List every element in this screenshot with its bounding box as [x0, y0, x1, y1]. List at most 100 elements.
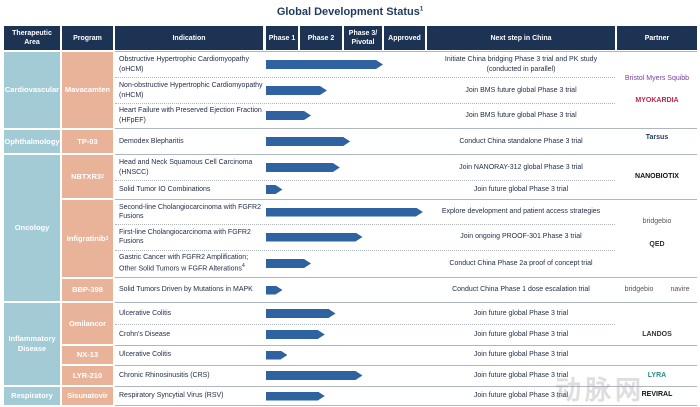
program-cell: TP-03 [62, 130, 113, 153]
therapeutic-area: Inflammatory Disease [4, 303, 60, 385]
pipeline-row: Obstructive Hypertrophic Cardiomyopathy … [115, 52, 615, 77]
column-header: Therapeutic Area [4, 26, 60, 50]
column-header: Partner [617, 26, 697, 50]
progress-bar [266, 392, 325, 401]
partner-logo: bridgebio [642, 218, 672, 225]
next-step: Join future global Phase 3 trial [473, 185, 569, 193]
column-header: Approved [384, 26, 425, 50]
pipeline-row: First-line Cholangiocarcinoma with FGFR2… [115, 224, 615, 250]
program-name: BBP-398 [72, 285, 103, 294]
partner-logo: bridgebio [624, 286, 654, 293]
next-step: Join BMS future global Phase 3 trial [465, 111, 577, 119]
pipeline-row: Second-line Cholangiocarcinoma with FGFR… [115, 200, 615, 224]
progress-bar [266, 60, 383, 69]
partner-logo: REVIRAL [641, 391, 673, 398]
program-name: Omilancor [68, 318, 107, 328]
program-cell: Mavacamten [62, 52, 113, 128]
progress-bar [266, 208, 423, 217]
indication: Respiratory Syncytial Virus (RSV) [119, 392, 224, 400]
section-divider [115, 128, 697, 129]
indication: Non-obstructive Hypertrophic Cardiomyopa… [119, 82, 263, 99]
pipeline-row: Head and Neck Squamous Cell Carcinoma (H… [115, 155, 615, 180]
pipeline-row: Heart Failure with Preserved Ejection Fr… [115, 103, 615, 128]
progress-bar [266, 86, 327, 95]
program-name: NX-13 [76, 350, 99, 359]
row-divider [115, 250, 615, 251]
indication: Gastric Cancer with FGFR2 Amplification;… [119, 253, 249, 273]
progress-bar [266, 371, 363, 380]
row-divider [115, 324, 615, 325]
pipeline-row: Solid Tumor IO Combinations Join future g… [115, 180, 615, 199]
partner-logo: LYRA [647, 372, 667, 379]
next-step: Join future global Phase 3 trial [473, 392, 569, 400]
progress-bar [266, 259, 311, 268]
column-header: Phase 2 [300, 26, 342, 50]
progress-bar [266, 233, 363, 242]
column-header: Program [62, 26, 113, 50]
partner-logo: NANOBIOTIX [635, 173, 679, 180]
partner-logo: MYOKARDIA [635, 97, 679, 104]
program-cell: NX-13 [62, 346, 113, 364]
program-name: Mavacamten [64, 85, 111, 94]
next-step: Join future global Phase 3 trial [473, 309, 569, 317]
progress-bar [266, 163, 340, 172]
progress-bar [266, 330, 325, 339]
progress-bar [266, 185, 283, 194]
therapeutic-area: Oncology [4, 155, 60, 301]
section-divider [115, 345, 697, 346]
program-cell: Omilancor [62, 303, 113, 344]
watermark: 动脉网 [555, 375, 646, 405]
column-header: Indication [115, 26, 263, 50]
progress-bar [266, 309, 336, 318]
partner-logo: Tarsus [645, 134, 669, 141]
next-step: Join BMS future global Phase 3 trial [465, 86, 577, 94]
next-step: Explore development and patient access s… [441, 208, 601, 216]
program-name: TP-03 [77, 136, 98, 146]
section-divider [115, 302, 697, 303]
program-cell: Sisunatovir [62, 387, 113, 405]
row-divider [115, 180, 615, 181]
section-divider [115, 365, 697, 366]
pipeline-row: Chronic Rhinosinusitis (CRS) Join future … [115, 366, 615, 385]
indication: Solid Tumors Driven by Mutations in MAPK [119, 286, 253, 294]
next-step: Conduct China Phase 1 dose escalation tr… [452, 286, 590, 294]
next-step: Join future global Phase 3 trial [473, 330, 569, 338]
next-step: Join NANORAY-312 global Phase 3 trial [459, 163, 583, 171]
pipeline-row: Ulcerative Colitis Join future global Pha… [115, 346, 615, 364]
therapeutic-area: Ophthalmology [4, 130, 60, 153]
next-step: Join ongoing PROOF-301 Phase 3 trial [460, 233, 582, 241]
indication: Second-line Cholangiocarcinoma with FGFR… [119, 203, 262, 221]
section-divider [115, 199, 697, 200]
row-divider [115, 103, 615, 104]
pipeline-row: Non-obstructive Hypertrophic Cardiomyopa… [115, 78, 615, 103]
indication: Crohn's Disease [119, 330, 171, 338]
pipeline-row: Crohn's Disease Join future global Phase … [115, 324, 615, 345]
partner-logo: Bristol Myers Squibb [624, 75, 690, 82]
row-divider [115, 77, 615, 78]
program-cell: BBP-398 [62, 279, 113, 301]
pipeline-row: Solid Tumors Driven by Mutations in MAPK… [115, 279, 615, 301]
column-header: Next step in China [427, 26, 615, 50]
program-name: LYR-210 [72, 370, 103, 380]
program-name: NBTXR3 [71, 171, 102, 181]
pipeline-row: Gastric Cancer with FGFR2 Amplification;… [115, 250, 615, 277]
therapeutic-area: Respiratory [4, 387, 60, 405]
row-divider [115, 224, 615, 225]
section-divider [115, 154, 697, 155]
indication: Obstructive Hypertrophic Cardiomyopathy … [119, 56, 249, 73]
progress-bar [266, 137, 350, 146]
program-name: Sisunatovir [67, 391, 108, 400]
program-cell: NBTXR3 2 [62, 155, 113, 198]
therapeutic-area: Cardiovascular [4, 52, 60, 128]
progress-bar [266, 111, 311, 120]
indication: First-line Cholangiocarcinoma with FGFR2… [119, 228, 251, 246]
indication: Demodex Blepharitis [119, 137, 184, 145]
indication: Head and Neck Squamous Cell Carcinoma (H… [119, 159, 253, 176]
indication: Ulcerative Colitis [119, 309, 172, 317]
program-cell: Infigratinib 3 [62, 200, 113, 277]
indication: Ulcerative Colitis [119, 351, 172, 359]
next-step: Conduct China standalone Phase 3 trial [459, 137, 583, 145]
indication: Heart Failure with Preserved Ejection Fr… [119, 107, 262, 124]
progress-bar [266, 286, 283, 295]
section-divider [115, 51, 697, 52]
